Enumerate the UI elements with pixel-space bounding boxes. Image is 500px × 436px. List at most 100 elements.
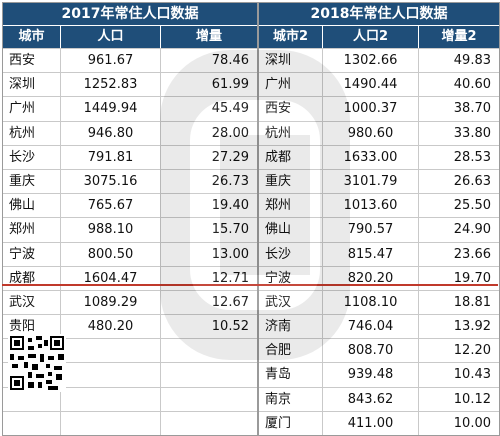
table-row: 重庆 3101.79 26.63 xyxy=(259,168,499,194)
table-row: 重庆 3075.16 26.73 xyxy=(3,168,257,194)
cell-increase: 33.80 xyxy=(453,125,491,141)
cell-increase: 26.73 xyxy=(211,173,249,189)
cell-population: 1449.94 xyxy=(61,97,161,121)
cell-increase: 10.43 xyxy=(453,367,491,383)
cell-increase: 15.70 xyxy=(211,222,249,238)
cell-city: 青岛 xyxy=(259,363,323,387)
cell-increase: 61.99 xyxy=(211,77,249,93)
cell-population: 1490.44 xyxy=(323,73,419,97)
cell-increase: 49.83 xyxy=(453,53,491,68)
cell-increase: 28.53 xyxy=(453,149,491,165)
cell-city: 长沙 xyxy=(3,145,61,169)
header-population2: 人口2 xyxy=(323,26,419,48)
cell-population: 946.80 xyxy=(61,121,161,145)
cell-city: 武汉 xyxy=(3,290,61,315)
cell-city: 西安 xyxy=(259,97,323,121)
cell-city: 郑州 xyxy=(259,194,323,218)
empty-row xyxy=(3,410,257,435)
table-row: 深圳 1302.66 49.83 xyxy=(259,48,499,73)
cell-increase: 18.81 xyxy=(453,294,491,310)
cell-population: 961.67 xyxy=(61,49,161,73)
table-row: 武汉 1108.10 18.81 xyxy=(259,289,499,315)
cell-city: 佛山 xyxy=(3,194,61,218)
table-row: 南京 843.62 10.12 xyxy=(259,386,499,411)
cell-city: 西安 xyxy=(3,49,61,73)
cell-city: 深圳 xyxy=(3,73,61,97)
table-row: 宁波 800.50 13.00 xyxy=(3,241,257,266)
table-row: 深圳 1252.83 61.99 xyxy=(3,72,257,97)
cell-population: 791.81 xyxy=(61,145,161,169)
cell-increase: 13.00 xyxy=(211,246,249,262)
cell-increase: 38.70 xyxy=(453,101,491,117)
cell-city: 南京 xyxy=(259,387,323,411)
cell-population: 1000.37 xyxy=(323,97,419,121)
cell-population: 411.00 xyxy=(323,411,419,435)
cell-population: 765.67 xyxy=(61,194,161,218)
cell-increase: 78.46 xyxy=(211,53,249,68)
cell-city: 重庆 xyxy=(3,169,61,194)
cell-city: 郑州 xyxy=(3,218,61,242)
cell-increase: 26.63 xyxy=(453,173,491,189)
cell-city: 武汉 xyxy=(259,290,323,315)
table-row: 西安 961.67 78.46 xyxy=(3,48,257,73)
table-2017-header: 城市 人口 增量 xyxy=(3,26,257,48)
cell-city: 成都 xyxy=(3,266,61,290)
table-row: 长沙 815.47 23.66 xyxy=(259,241,499,266)
table-row: 杭州 980.60 33.80 xyxy=(259,120,499,145)
cell-increase: 40.60 xyxy=(453,77,491,93)
cell-city: 深圳 xyxy=(259,49,323,73)
cell-city: 杭州 xyxy=(3,121,61,145)
cell-city: 厦门 xyxy=(259,411,323,435)
header-increase: 增量 xyxy=(195,29,222,44)
highlight-line xyxy=(2,284,498,286)
cell-increase: 45.49 xyxy=(211,101,249,117)
cell-city: 长沙 xyxy=(259,242,323,266)
cell-city: 合肥 xyxy=(259,339,323,363)
qr-code-icon xyxy=(8,334,66,392)
table-row: 郑州 988.10 15.70 xyxy=(3,217,257,242)
cell-population: 1633.00 xyxy=(323,145,419,169)
table-2017-title: 2017年常住人口数据 xyxy=(3,3,257,26)
table-row: 济南 746.04 13.92 xyxy=(259,314,499,339)
cell-increase: 19.40 xyxy=(211,198,249,214)
table-row: 成都 1633.00 28.53 xyxy=(259,144,499,169)
cell-population: 1089.29 xyxy=(61,290,161,315)
cell-city: 贵阳 xyxy=(3,315,61,339)
cell-population: 1252.83 xyxy=(61,73,161,97)
cell-increase: 27.29 xyxy=(211,149,249,165)
table-row: 武汉 1089.29 12.67 xyxy=(3,289,257,315)
header-city2: 城市2 xyxy=(259,26,323,48)
cell-population: 800.50 xyxy=(61,242,161,266)
cell-population: 939.48 xyxy=(323,363,419,387)
cell-population: 3075.16 xyxy=(61,169,161,194)
table-row: 贵阳 480.20 10.52 xyxy=(3,314,257,339)
header-increase2: 增量2 xyxy=(441,29,477,44)
cell-increase: 12.67 xyxy=(211,294,249,310)
cell-increase: 23.66 xyxy=(453,246,491,262)
cell-population: 843.62 xyxy=(323,387,419,411)
cell-city: 宁波 xyxy=(3,242,61,266)
cell-increase: 19.70 xyxy=(453,270,491,286)
cell-population: 1108.10 xyxy=(323,290,419,315)
cell-population: 1604.47 xyxy=(61,266,161,290)
table-row: 西安 1000.37 38.70 xyxy=(259,96,499,121)
table-2018: 2018年常住人口数据 城市2 人口2 增量2 深圳 1302.66 49.83… xyxy=(258,2,500,436)
cell-city: 济南 xyxy=(259,315,323,339)
cell-city: 佛山 xyxy=(259,218,323,242)
cell-population: 988.10 xyxy=(61,218,161,242)
cell-increase: 28.00 xyxy=(211,125,249,141)
cell-population: 808.70 xyxy=(323,339,419,363)
cell-city: 宁波 xyxy=(259,266,323,290)
cell-city: 成都 xyxy=(259,145,323,169)
cell-population: 1013.60 xyxy=(323,194,419,218)
cell-city: 杭州 xyxy=(259,121,323,145)
table-row: 郑州 1013.60 25.50 xyxy=(259,193,499,218)
cell-increase: 12.71 xyxy=(211,270,249,286)
header-population: 人口 xyxy=(61,26,161,48)
cell-increase: 25.50 xyxy=(453,198,491,214)
cell-population: 820.20 xyxy=(323,266,419,290)
cell-increase: 13.92 xyxy=(453,319,491,335)
cell-population: 980.60 xyxy=(323,121,419,145)
table-row: 厦门 411.00 10.00 xyxy=(259,410,499,435)
table-row: 佛山 790.57 24.90 xyxy=(259,217,499,242)
